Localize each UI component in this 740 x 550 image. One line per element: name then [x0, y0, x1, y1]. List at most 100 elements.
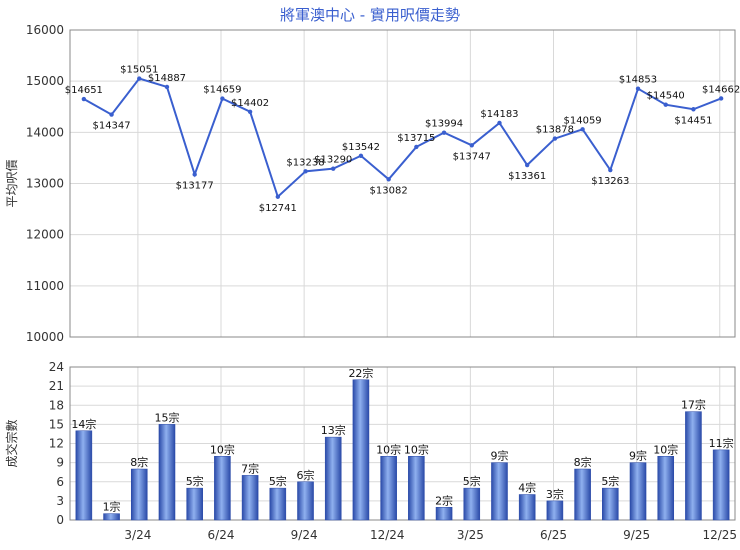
price-point — [331, 166, 336, 171]
volume-data-label: 9宗 — [490, 449, 508, 463]
volume-data-label: 8宗 — [130, 455, 148, 469]
x-tick-label: 12/24 — [370, 528, 405, 542]
price-data-label: $14183 — [480, 109, 518, 120]
price-point — [497, 120, 502, 126]
chart-title: 將軍澳中心 - 實用呎價走勢 — [280, 6, 460, 24]
volume-bar — [712, 449, 730, 521]
price-point — [691, 107, 696, 112]
price-data-label: $14662 — [702, 84, 740, 95]
y-tick-label: 15 — [49, 417, 64, 431]
price-point — [81, 96, 87, 102]
price-data-label: $13290 — [314, 155, 352, 166]
x-tick-label: 6/25 — [540, 528, 567, 542]
price-point — [414, 144, 419, 150]
volume-data-label: 17宗 — [681, 398, 706, 412]
volume-data-label: 10宗 — [404, 442, 429, 456]
price-point — [137, 76, 142, 81]
plot-frame — [69, 366, 736, 521]
price-data-label: $14451 — [674, 115, 712, 126]
volume-data-label: 10宗 — [210, 442, 235, 456]
y-tick-label: 13000 — [26, 177, 64, 191]
plot-frame — [69, 29, 736, 338]
volume-bar — [657, 456, 675, 521]
y-tick-label: 0 — [56, 513, 64, 527]
volume-bar — [629, 462, 647, 521]
volume-bar — [297, 481, 314, 521]
price-data-label: $14347 — [92, 121, 130, 132]
y-tick-label: 18 — [49, 398, 64, 412]
y-axis-title: 成交宗數 — [4, 419, 19, 467]
volume-bar — [491, 462, 508, 521]
price-data-label: $14540 — [647, 91, 685, 102]
volume-data-label: 3宗 — [546, 487, 564, 501]
volume-bar — [435, 507, 453, 521]
price-data-label: $13715 — [397, 133, 435, 144]
y-tick-label: 11000 — [26, 279, 64, 293]
price-point — [358, 153, 364, 158]
y-tick-label: 12 — [49, 437, 64, 451]
volume-bar — [602, 487, 619, 521]
price-data-label: $14887 — [148, 73, 186, 84]
volume-bar — [463, 487, 481, 521]
volume-bar — [546, 500, 564, 521]
price-data-label: $13177 — [176, 180, 214, 191]
x-tick-label: 12/25 — [702, 528, 737, 542]
y-tick-label: 15000 — [26, 74, 64, 88]
y-tick-label: 14000 — [26, 125, 64, 139]
volume-bar — [324, 436, 342, 521]
volume-data-label: 22宗 — [348, 366, 373, 380]
volume-data-label: 2宗 — [435, 493, 453, 507]
y-tick-label: 3 — [56, 494, 64, 508]
price-data-label: $13238 — [286, 157, 324, 168]
price-point — [303, 169, 308, 174]
price-point — [164, 84, 170, 90]
x-tick-label: 3/25 — [457, 528, 484, 542]
x-tick-label: 6/24 — [208, 528, 235, 542]
price-point — [109, 112, 114, 117]
y-tick-label: 9 — [56, 456, 64, 470]
price-point — [192, 172, 197, 177]
y-tick-label: 21 — [49, 379, 64, 393]
price-point — [580, 127, 585, 132]
y-axis-title: 平均呎價 — [5, 159, 19, 207]
volume-bar — [352, 379, 370, 521]
volume-bar — [574, 468, 591, 521]
price-series-line — [83, 77, 722, 199]
volume-data-label: 4宗 — [518, 481, 536, 495]
price-point — [608, 167, 613, 173]
price-data-label: $14651 — [65, 85, 103, 96]
price-point — [635, 86, 641, 91]
volume-data-label: 14宗 — [71, 417, 96, 431]
volume-data-label: 15宗 — [154, 410, 179, 424]
y-tick-label: 12000 — [26, 228, 64, 242]
volume-data-label: 7宗 — [241, 461, 259, 475]
volume-data-label: 5宗 — [601, 474, 619, 488]
price-data-label: $13542 — [342, 142, 380, 153]
volume-bar — [380, 456, 397, 521]
volume-data-label: 11宗 — [709, 436, 734, 450]
price-data-label: $13263 — [591, 176, 629, 187]
volume-bar — [186, 487, 203, 521]
volume-data-label: 5宗 — [269, 474, 287, 488]
price-data-label: $15051 — [120, 65, 158, 76]
price-point — [386, 177, 391, 182]
price-data-label: $12741 — [259, 203, 297, 214]
x-tick-label: 9/25 — [623, 528, 650, 542]
volume-data-label: 10宗 — [653, 442, 678, 456]
volume-data-label: 6宗 — [297, 468, 315, 482]
price-point — [718, 96, 724, 101]
price-line-panel: 10000 11000 12000 13000 14000 15000 16000 平均呎價 $… — [5, 23, 740, 344]
price-point — [441, 130, 447, 135]
price-point — [247, 109, 253, 114]
volume-bar — [518, 494, 536, 521]
volume-bar — [241, 475, 259, 521]
price-point — [220, 96, 225, 101]
volume-bar — [158, 424, 176, 521]
y-tick-label: 16000 — [26, 23, 64, 37]
price-point — [524, 162, 530, 168]
volume-data-label: 9宗 — [629, 449, 647, 463]
x-tick-label: 3/24 — [124, 528, 151, 542]
volume-bar — [214, 456, 231, 521]
price-data-label: $13747 — [453, 151, 491, 162]
